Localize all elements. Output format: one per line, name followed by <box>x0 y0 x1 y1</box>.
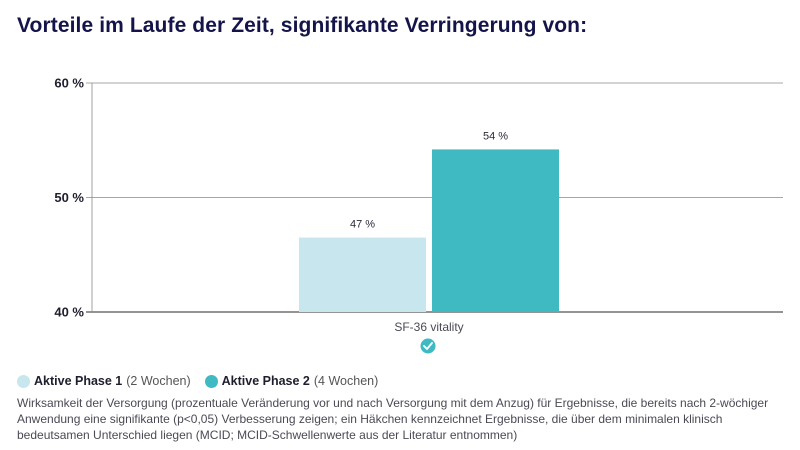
legend-label-phase-1: Aktive Phase 1 <box>34 374 123 388</box>
legend-item-phase-1: Aktive Phase 1 (2 Wochen) <box>17 374 191 388</box>
legend-item-phase-2: Aktive Phase 2 (4 Wochen) <box>204 374 379 388</box>
x-category-label: SF-36 vitality <box>394 320 463 334</box>
legend-swatch-phase-1 <box>17 374 30 388</box>
footnote: Wirksamkeit der Versorgung (prozentuale … <box>17 396 769 442</box>
bar-2 <box>432 149 559 312</box>
y-tick-label: 60 % <box>54 76 84 91</box>
legend-swatch-phase-2 <box>204 374 218 388</box>
checkmark-icon <box>423 342 433 350</box>
legend-duration-phase-2: (4 Wochen) <box>313 374 379 388</box>
y-tick-label: 50 % <box>54 190 84 205</box>
y-tick-label: 40 % <box>54 305 84 320</box>
bar-chart: 40 % 50 % 60 % 47 % 54 % SF-36 vitality <box>54 76 783 354</box>
legend-duration-phase-1: (2 Wochen) <box>126 374 191 388</box>
legend-label-phase-2: Aktive Phase 2 <box>221 374 310 388</box>
bar-value-label: 54 % <box>483 130 508 142</box>
bar-value-label: 47 % <box>350 219 375 231</box>
check-circle-icon <box>420 338 436 354</box>
legend: Aktive Phase 1 (2 Wochen) Aktive Phase 2… <box>17 374 392 388</box>
bar-1 <box>299 237 426 312</box>
chart-title: Vorteile im Laufe der Zeit, signifikante… <box>17 14 588 37</box>
